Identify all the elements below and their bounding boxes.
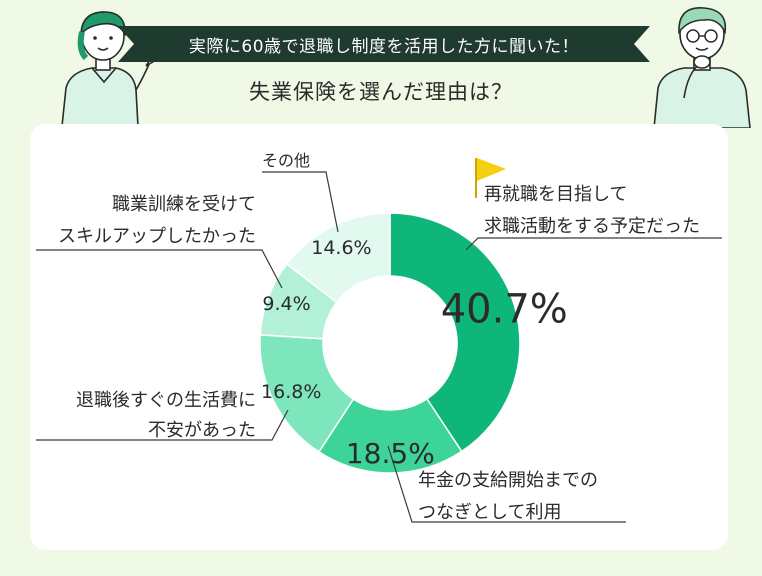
donut-slice [285,212,391,304]
slice-group [259,212,521,474]
leader-line [262,171,339,233]
chart-subtitle: 失業保険を選んだ理由は？ [249,80,513,104]
header-banner: 実際に60歳で退職し制度を活用した方に聞いた！ [118,26,650,62]
slice-category-label: 不安があった [148,420,256,441]
leader-line [36,409,289,441]
slice-category-label: その他 [262,151,310,170]
donut-slice [389,212,521,453]
leader-line [465,237,722,251]
slice-value-label: 40.7% [441,287,568,333]
man-thinking-illustration [653,7,751,128]
slice-category-label: 求職活動をする予定だった [484,216,700,237]
slice-category-label: 職業訓練を受けて [112,194,256,215]
slice-value-label: 16.8% [261,381,321,403]
leader-line [387,445,626,523]
leader-line-group [36,171,722,523]
woman-pointing-illustration [61,11,157,126]
slice-category-label: 年金の支給開始までの [418,470,598,491]
leader-line [36,249,283,289]
slice-category-label: つなぎとして利用 [418,502,561,523]
banner-title: 実際に60歳で退職し制度を活用した方に聞いた！ [188,36,580,57]
slice-category-label: 退職後すぐの生活費に [76,390,256,411]
slice-value-label: 9.4% [262,293,310,315]
slice-category-label: 再就職を目指して [484,184,627,205]
chart-card [30,124,728,550]
banner-ribbon [118,26,650,62]
slice-category-label: スキルアップしたかった [58,226,256,247]
slice-value-label: 14.6% [311,237,371,259]
flag-icon [475,158,506,198]
slice-value-label: 18.5% [346,437,435,470]
